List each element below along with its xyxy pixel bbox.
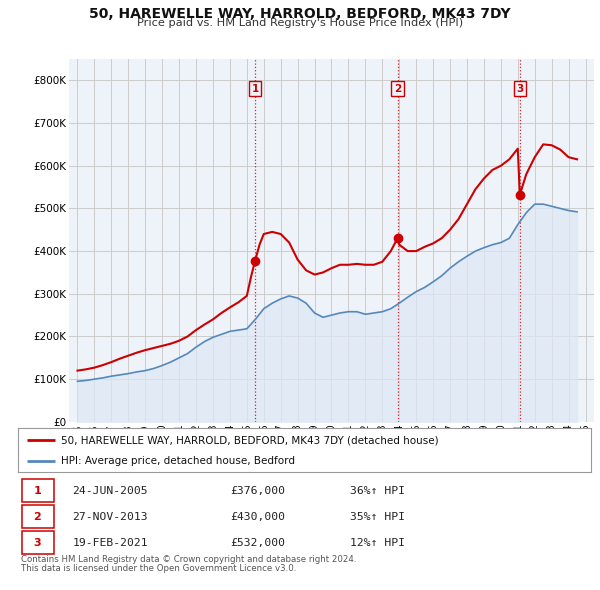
Text: 35%↑ HPI: 35%↑ HPI [350, 512, 406, 522]
Text: 3: 3 [34, 538, 41, 548]
Text: This data is licensed under the Open Government Licence v3.0.: This data is licensed under the Open Gov… [21, 563, 296, 572]
Text: 36%↑ HPI: 36%↑ HPI [350, 486, 406, 496]
FancyBboxPatch shape [22, 480, 53, 502]
Text: 3: 3 [516, 84, 523, 94]
FancyBboxPatch shape [22, 506, 53, 528]
Text: £532,000: £532,000 [230, 538, 285, 548]
Text: 19-FEB-2021: 19-FEB-2021 [73, 538, 148, 548]
Text: Contains HM Land Registry data © Crown copyright and database right 2024.: Contains HM Land Registry data © Crown c… [21, 555, 356, 563]
Text: 27-NOV-2013: 27-NOV-2013 [73, 512, 148, 522]
Text: 24-JUN-2005: 24-JUN-2005 [73, 486, 148, 496]
Text: 2: 2 [394, 84, 401, 94]
Text: £430,000: £430,000 [230, 512, 285, 522]
Text: 2: 2 [34, 512, 41, 522]
Text: 50, HAREWELLE WAY, HARROLD, BEDFORD, MK43 7DY: 50, HAREWELLE WAY, HARROLD, BEDFORD, MK4… [89, 7, 511, 21]
FancyBboxPatch shape [22, 532, 53, 554]
Text: 1: 1 [34, 486, 41, 496]
Text: 1: 1 [251, 84, 259, 94]
Text: Price paid vs. HM Land Registry's House Price Index (HPI): Price paid vs. HM Land Registry's House … [137, 18, 463, 28]
Text: £376,000: £376,000 [230, 486, 285, 496]
Text: 50, HAREWELLE WAY, HARROLD, BEDFORD, MK43 7DY (detached house): 50, HAREWELLE WAY, HARROLD, BEDFORD, MK4… [61, 435, 439, 445]
Text: 12%↑ HPI: 12%↑ HPI [350, 538, 406, 548]
Text: HPI: Average price, detached house, Bedford: HPI: Average price, detached house, Bedf… [61, 456, 295, 466]
